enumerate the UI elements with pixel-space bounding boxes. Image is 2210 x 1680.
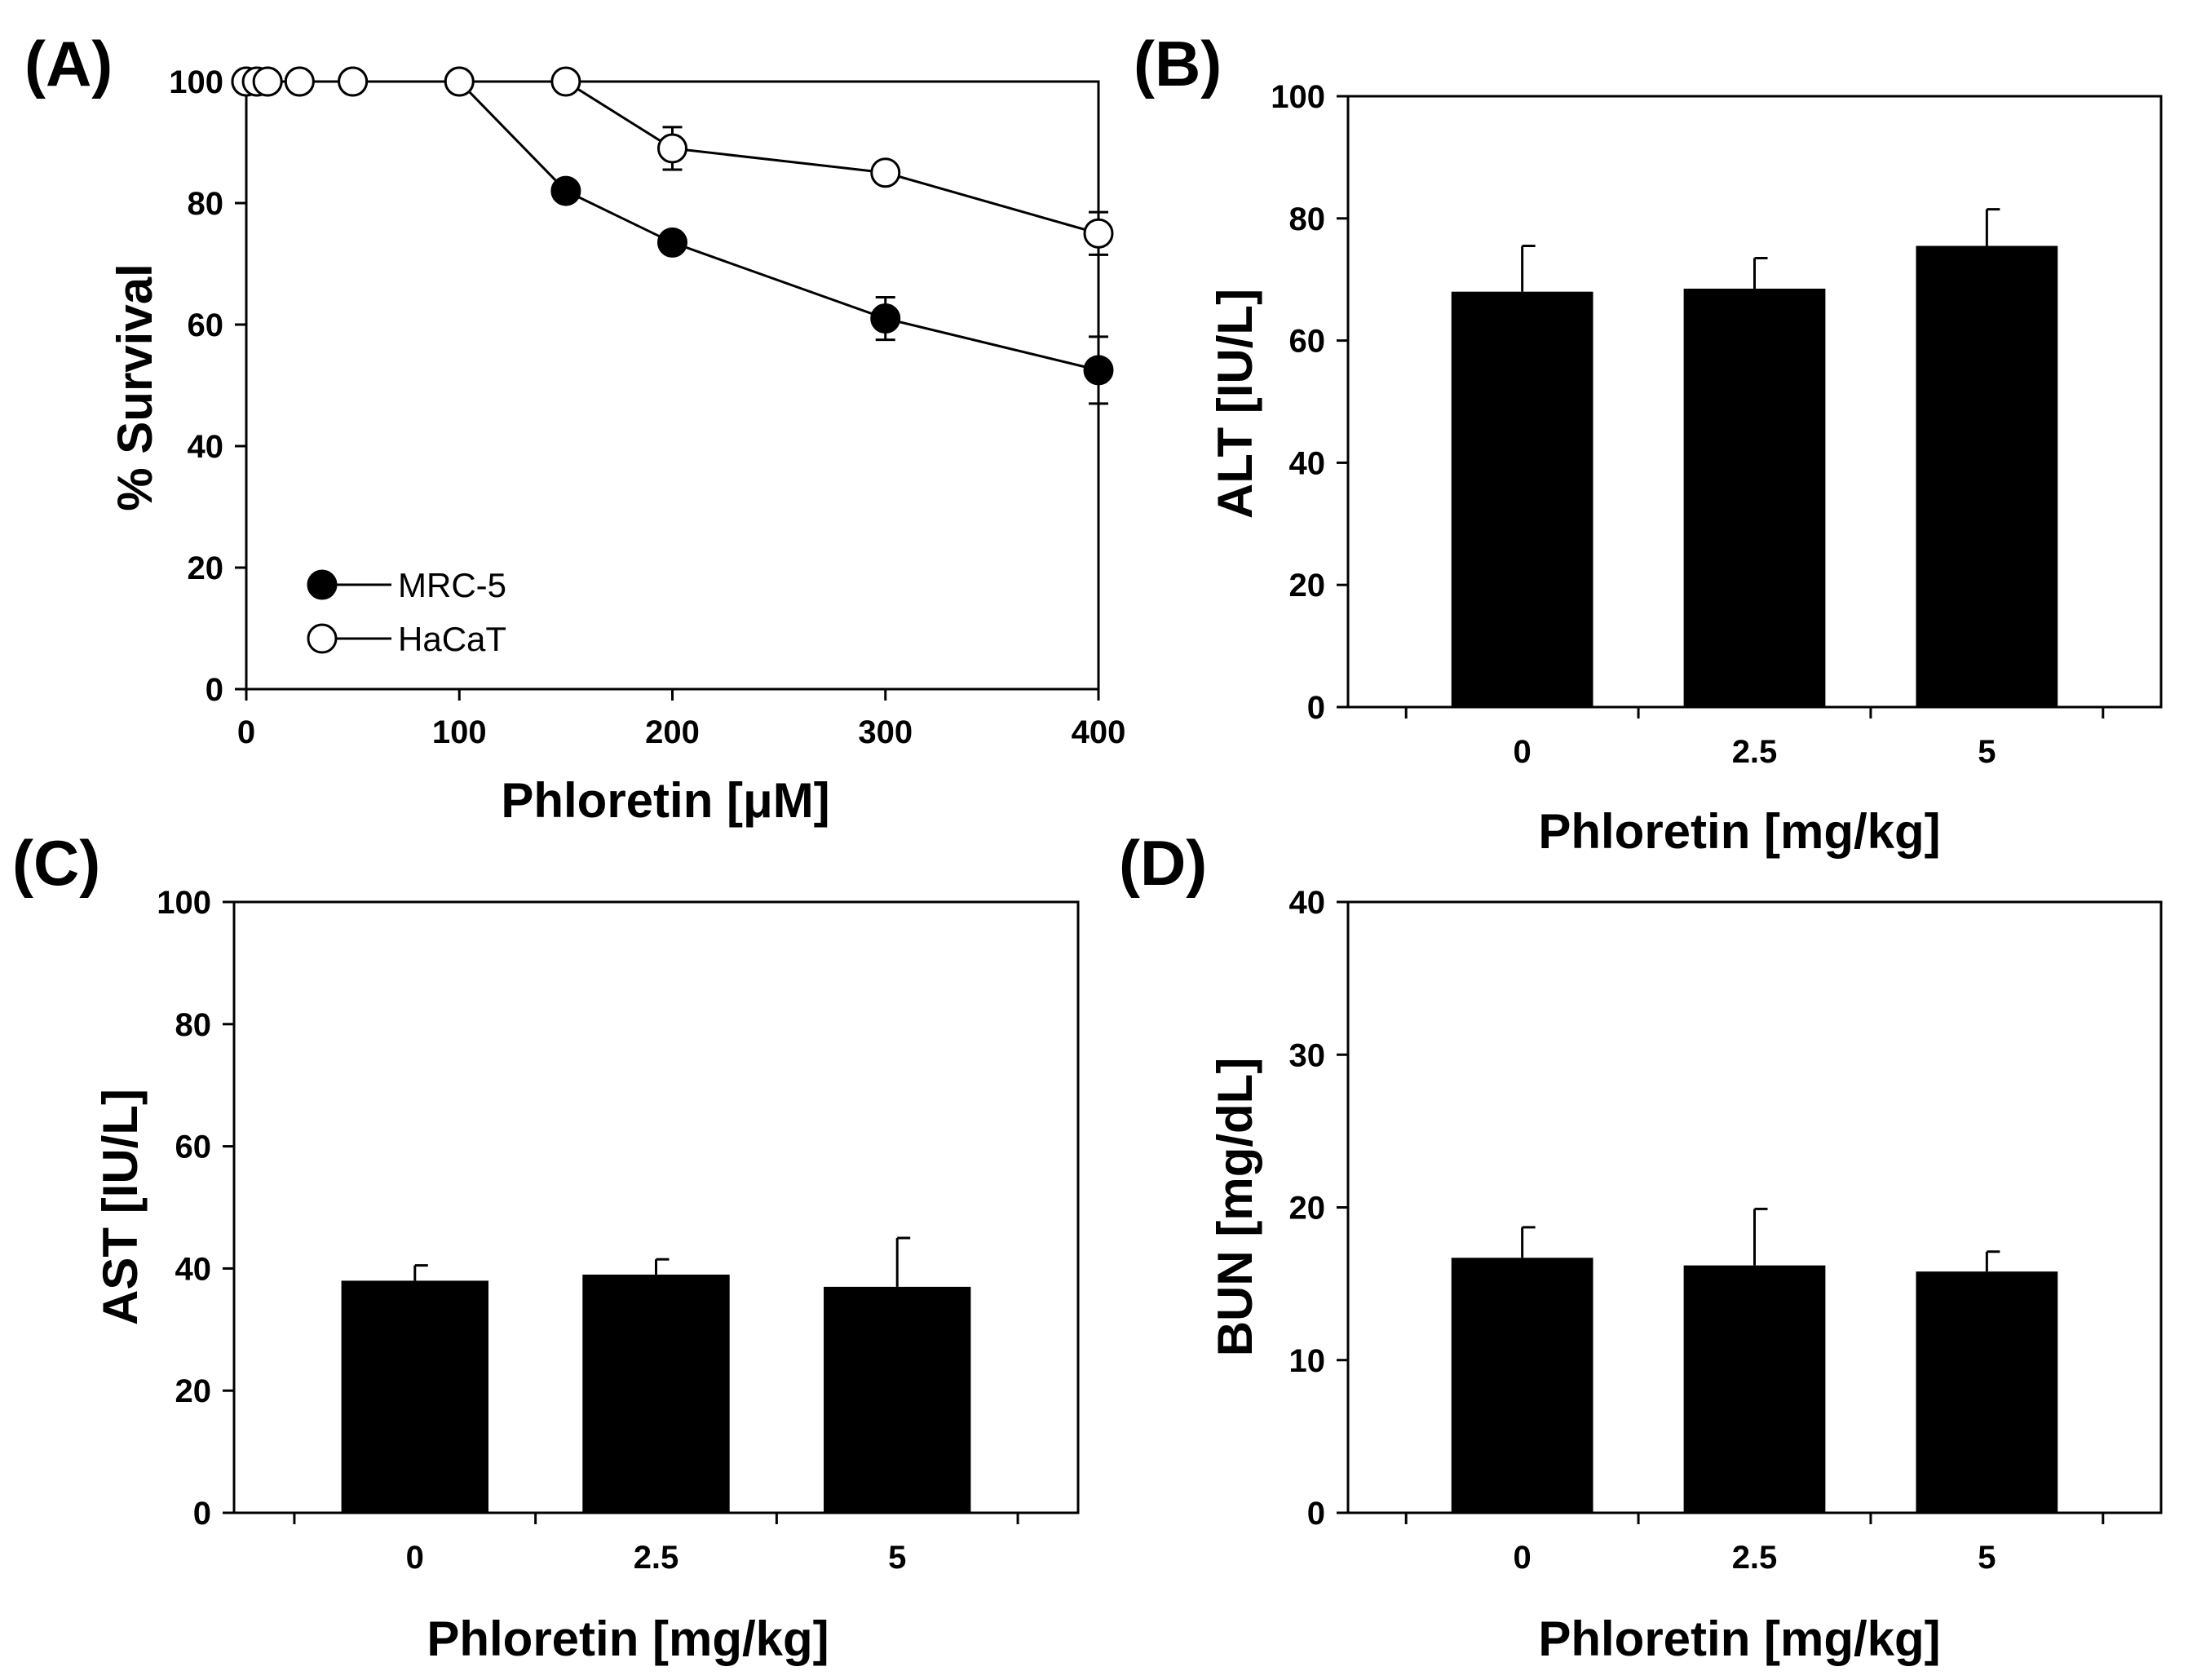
data-point-hacat [550, 66, 581, 97]
bar-2-5 [582, 1274, 730, 1513]
bar-0 [341, 1280, 488, 1513]
data-point-mrc5 [550, 175, 581, 206]
panel-b-xtick-label: 0 [1514, 734, 1532, 770]
panel-b-ytick-label: 60 [1289, 324, 1326, 360]
panel-b: (B) Phloretin [mg/kg] ALT [IU/L] 0 20 40 60… [1134, 28, 2163, 859]
panel-d-ytick-label: 30 [1289, 1037, 1326, 1073]
data-point-hacat [338, 66, 369, 97]
panel-a-ytick-label: 40 [188, 429, 224, 465]
panel-b-label: (B) [1134, 28, 1222, 99]
data-point-hacat [1083, 218, 1114, 249]
panel-a-plot-frame [245, 80, 1100, 691]
panel-d-xtick-label: 0 [1514, 1540, 1532, 1576]
panel-a-xtick-label: 300 [858, 714, 913, 750]
legend-marker-hacat [307, 623, 338, 654]
panel-a-legend: MRC-5 HaCaT [307, 566, 506, 658]
panel-c-ytick-label: 20 [175, 1373, 212, 1409]
panel-d-ytick-label: 20 [1289, 1191, 1326, 1227]
bar-5 [1916, 1271, 2058, 1513]
panel-c-ylabel: AST [IU/L] [93, 1089, 148, 1325]
data-point-mrc5 [870, 303, 901, 334]
panel-a-ylabel: % Survival [108, 263, 162, 511]
panel-d-xtick-label: 2.5 [1732, 1540, 1778, 1576]
panel-d-ytick-label: 10 [1289, 1343, 1326, 1379]
legend-label-mrc5: MRC-5 [398, 566, 506, 604]
panel-c-xtick-label: 0 [406, 1540, 424, 1576]
panel-d-xlabel: Phloretin [mg/kg] [1538, 1611, 1940, 1666]
panel-c-ytick-label: 80 [175, 1007, 212, 1043]
data-point-mrc5 [657, 227, 687, 258]
panel-a-xlabel: Phloretin [μM] [501, 773, 829, 828]
panel-b-xtick-label: 5 [1978, 734, 1996, 770]
panel-b-ytick-label: 20 [1289, 568, 1326, 603]
data-point-hacat [657, 133, 687, 164]
panel-a-ytick-label: 0 [206, 672, 223, 708]
panel-a-xtick-label: 0 [237, 714, 255, 750]
panel-c-xlabel: Phloretin [mg/kg] [427, 1611, 829, 1666]
bar-5 [1916, 245, 2058, 707]
panel-b-ytick-label: 100 [1271, 79, 1325, 115]
panel-d-ytick-label: 40 [1289, 885, 1326, 921]
data-point-mrc5 [1083, 355, 1114, 386]
panel-a-ytick-label: 100 [169, 64, 223, 100]
panel-c-ytick-label: 0 [193, 1496, 211, 1532]
panel-d-xtick-label: 5 [1978, 1540, 1996, 1576]
panel-c-label: (C) [12, 827, 100, 899]
data-point-hacat [444, 66, 475, 97]
panel-c-ytick-label: 100 [157, 885, 211, 921]
panel-a-xtick-label: 200 [645, 714, 700, 750]
bar-2-5 [1683, 1265, 1826, 1513]
panel-a: (A) Phloretin [μM] % Survival 0 100 200 300… [24, 28, 1125, 828]
panel-b-ytick-label: 40 [1289, 445, 1326, 481]
series-line-mrc5 [246, 80, 1099, 372]
panel-c-ytick-label: 60 [175, 1130, 212, 1165]
panel-a-xtick-label: 400 [1072, 714, 1126, 750]
data-point-hacat [252, 66, 283, 97]
panel-b-xlabel: Phloretin [mg/kg] [1538, 804, 1940, 859]
panel-a-ytick-label: 20 [188, 550, 224, 586]
panel-d-ytick-label: 0 [1307, 1496, 1325, 1532]
panel-c-ytick-label: 40 [175, 1251, 212, 1287]
panel-d: (D) Phloretin [mg/kg] BUN [mg/dL] 0 10 20 3… [1119, 827, 2163, 1666]
bar-2-5 [1683, 288, 1826, 707]
panel-b-ylabel: ALT [IU/L] [1208, 289, 1262, 519]
bar-0 [1451, 291, 1593, 707]
panel-a-ytick-label: 60 [188, 307, 224, 343]
legend-marker-mrc5 [307, 569, 338, 600]
bar-0 [1451, 1258, 1593, 1513]
panel-c-xtick-label: 5 [888, 1540, 906, 1576]
legend-label-hacat: HaCaT [398, 620, 506, 658]
data-point-hacat [284, 66, 315, 97]
panel-a-xtick-label: 100 [432, 714, 487, 750]
panel-c-xtick-label: 2.5 [634, 1540, 679, 1576]
panel-a-ytick-label: 80 [188, 186, 224, 222]
panel-b-ytick-label: 80 [1289, 201, 1326, 237]
panel-b-xtick-label: 2.5 [1732, 734, 1778, 770]
panel-c: (C) Phloretin [mg/kg] AST [IU/L] 0 20 40 60… [12, 827, 1080, 1666]
bar-5 [824, 1286, 971, 1513]
data-point-hacat [870, 157, 901, 188]
panel-b-ytick-label: 0 [1307, 690, 1325, 726]
panel-d-label: (D) [1119, 827, 1207, 899]
panel-d-ylabel: BUN [mg/dL] [1208, 1058, 1262, 1357]
panel-a-label: (A) [24, 28, 113, 99]
